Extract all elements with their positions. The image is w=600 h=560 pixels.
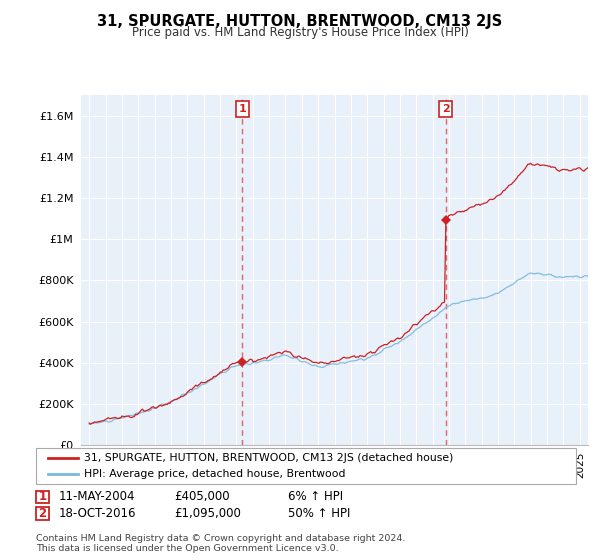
- Text: 11-MAY-2004: 11-MAY-2004: [58, 490, 134, 503]
- Text: 31, SPURGATE, HUTTON, BRENTWOOD, CM13 2JS (detached house): 31, SPURGATE, HUTTON, BRENTWOOD, CM13 2J…: [84, 453, 454, 463]
- Text: 18-OCT-2016: 18-OCT-2016: [58, 507, 136, 520]
- Text: 1: 1: [38, 490, 47, 503]
- Text: 50% ↑ HPI: 50% ↑ HPI: [288, 507, 350, 520]
- Text: 1: 1: [238, 104, 246, 114]
- Text: Price paid vs. HM Land Registry's House Price Index (HPI): Price paid vs. HM Land Registry's House …: [131, 26, 469, 39]
- Text: Contains HM Land Registry data © Crown copyright and database right 2024.
This d: Contains HM Land Registry data © Crown c…: [36, 534, 406, 553]
- Text: HPI: Average price, detached house, Brentwood: HPI: Average price, detached house, Bren…: [84, 469, 346, 479]
- Text: 31, SPURGATE, HUTTON, BRENTWOOD, CM13 2JS: 31, SPURGATE, HUTTON, BRENTWOOD, CM13 2J…: [97, 14, 503, 29]
- Text: 2: 2: [442, 104, 449, 114]
- Text: 2: 2: [38, 507, 47, 520]
- Text: 6% ↑ HPI: 6% ↑ HPI: [288, 490, 343, 503]
- Text: £405,000: £405,000: [174, 490, 230, 503]
- Text: £1,095,000: £1,095,000: [174, 507, 241, 520]
